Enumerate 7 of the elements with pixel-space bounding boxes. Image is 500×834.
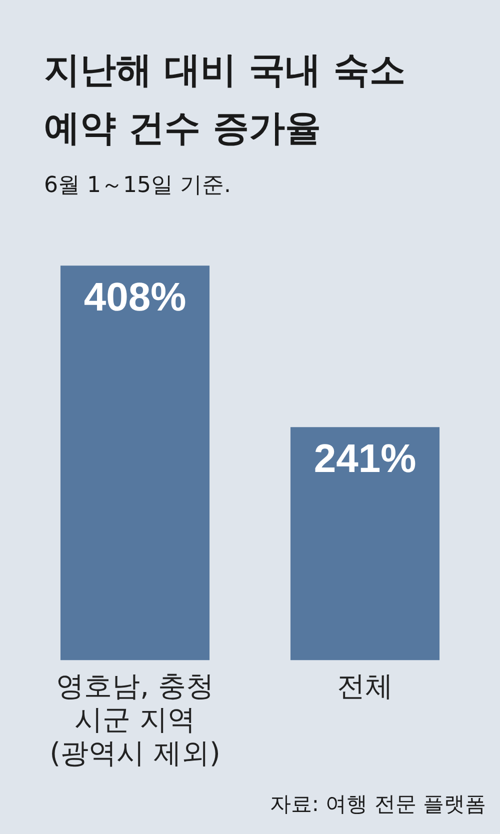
- text: 자료: 여행 전문 플랫폼: [270, 791, 486, 818]
- data-label: 408%: [84, 276, 186, 320]
- chart-title: 지난해 대비 국내 숙소 예약 건수 증가율: [44, 49, 406, 151]
- x-tick-label: 영호남, 충청 시군 지역 (광역시 제외): [50, 669, 220, 770]
- chart-subtitle: 6월 1～15일 기준.: [44, 172, 231, 200]
- data-label: 241%: [314, 437, 416, 482]
- x-tick-label: 전체: [337, 669, 393, 702]
